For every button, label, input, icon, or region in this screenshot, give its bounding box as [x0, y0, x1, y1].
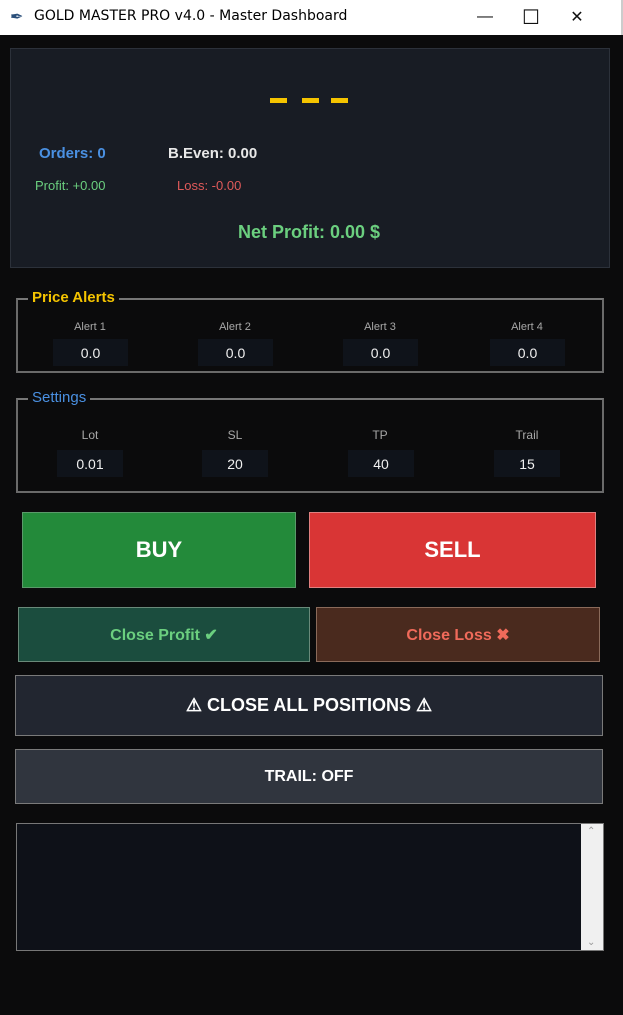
alert-label: Alert 2 [219, 321, 251, 333]
buy-button[interactable]: BUY [22, 512, 296, 588]
close-button[interactable]: ✕ [570, 9, 584, 26]
sl-label: SL [227, 428, 243, 442]
alert-2-input[interactable]: 0.0 [198, 339, 273, 366]
trail-toggle-button[interactable]: TRAIL: OFF [15, 749, 603, 804]
lot-input[interactable]: 0.01 [57, 450, 123, 477]
alert-label: Alert 1 [74, 321, 106, 333]
log-scrollbar[interactable]: ⌃ ⌄ [581, 824, 603, 950]
price-dash [331, 98, 348, 103]
info-panel [10, 48, 610, 268]
sl-input[interactable]: 20 [202, 450, 268, 477]
orders-count: Orders: 0 [39, 145, 106, 162]
trail-label: Trail [515, 428, 539, 442]
close-all-positions-button[interactable]: ⚠ CLOSE ALL POSITIONS ⚠ [15, 675, 603, 736]
sell-button[interactable]: SELL [309, 512, 596, 588]
net-profit: Net Profit: 0.00 $ [237, 222, 381, 242]
scroll-down-icon[interactable]: ⌄ [587, 937, 596, 948]
tp-input[interactable]: 40 [348, 450, 414, 477]
price-dash [302, 98, 319, 103]
log-textbox[interactable]: ⌃ ⌄ [16, 823, 604, 951]
breakeven-value: B.Even: 0.00 [168, 145, 258, 162]
alert-3-input[interactable]: 0.0 [343, 339, 418, 366]
alert-label: Alert 3 [364, 321, 396, 333]
loss-value: Loss: -0.00 [177, 178, 242, 193]
maximize-button[interactable]: ☐ [522, 6, 540, 29]
lot-label: Lot [81, 428, 99, 442]
close-profit-button[interactable]: Close Profit ✔ [18, 607, 310, 662]
settings-group: Settings [16, 389, 604, 493]
scroll-up-icon[interactable]: ⌃ [587, 826, 596, 837]
alert-1-input[interactable]: 0.0 [53, 339, 128, 366]
alert-label: Alert 4 [511, 321, 543, 333]
window-title: GOLD MASTER PRO v4.0 - Master Dashboard [34, 8, 348, 24]
feather-icon: ✒ [10, 9, 24, 26]
trail-input[interactable]: 15 [494, 450, 560, 477]
price-alerts-title: Price Alerts [28, 289, 119, 306]
price-alerts-group: Price Alerts [16, 289, 604, 373]
alert-4-input[interactable]: 0.0 [490, 339, 565, 366]
close-loss-button[interactable]: Close Loss ✖ [316, 607, 600, 662]
title-bar: ✒ GOLD MASTER PRO v4.0 - Master Dashboar… [0, 0, 623, 35]
price-dash [270, 98, 287, 103]
profit-value: Profit: +0.00 [35, 178, 106, 193]
settings-title: Settings [28, 389, 91, 406]
minimize-button[interactable]: — [477, 8, 493, 25]
tp-label: TP [372, 428, 388, 442]
